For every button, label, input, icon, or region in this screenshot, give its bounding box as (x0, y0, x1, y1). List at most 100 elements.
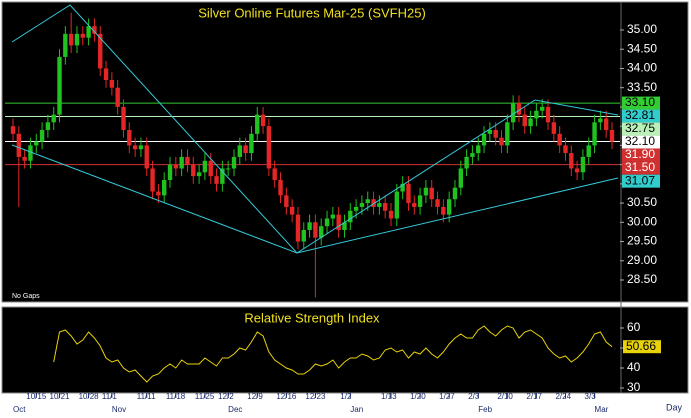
candle-body (487, 130, 493, 134)
candle-body (557, 133, 562, 146)
y-tick-label: 33.50 (627, 80, 657, 94)
candle-body (365, 199, 370, 204)
y-tick-label: 40 (627, 360, 641, 374)
candle-body (441, 206, 446, 215)
price-label: 31.50 (625, 160, 655, 174)
candle-body (493, 130, 498, 138)
candle-body (528, 118, 533, 127)
value-label: 50.66 (626, 339, 656, 353)
note: No Gaps (12, 293, 40, 300)
candle-body (80, 33, 85, 38)
candle-body (429, 187, 434, 200)
candle-body (28, 145, 33, 161)
candle-body (598, 118, 603, 123)
candle-body (255, 114, 260, 134)
month-label: Nov (112, 405, 126, 414)
month-label: Jan (350, 405, 363, 414)
candle-body (266, 126, 272, 169)
candle-body (603, 118, 609, 130)
price-label: 31.90 (625, 147, 655, 161)
candle-body (592, 122, 597, 146)
price-label: 31.07 (625, 173, 655, 187)
candle-body (45, 122, 51, 130)
x-tick-label: 11/11 (137, 392, 156, 401)
candle-body (324, 218, 330, 227)
candle-body (196, 172, 202, 177)
candle-body (481, 133, 487, 146)
candle-body (278, 180, 283, 196)
candle-body (307, 222, 312, 230)
candle-body (57, 56, 62, 115)
y-tick-label: 30 (627, 380, 641, 394)
candle-body (412, 203, 417, 207)
candle-body (545, 106, 551, 123)
candle-body (214, 176, 219, 184)
candle-body (534, 110, 539, 119)
candle-body (39, 130, 45, 142)
candle-body (34, 141, 39, 146)
candle-body (574, 168, 580, 173)
candle-body (406, 183, 411, 204)
candle-body (540, 106, 545, 111)
price-label-box (622, 96, 660, 110)
price-label: 32.10 (625, 134, 655, 148)
y-tick-label: 29.00 (627, 253, 657, 267)
month-label: Feb (478, 405, 492, 414)
candle-body (272, 168, 277, 180)
y-tick-label: 30.00 (627, 214, 657, 228)
rsi-line (53, 325, 613, 383)
candle-body (74, 33, 80, 46)
trendline (11, 144, 619, 254)
candle-body (103, 68, 109, 80)
candle-body (98, 33, 103, 69)
candle-body (284, 195, 289, 207)
candle-body (551, 122, 557, 134)
x-tick-label: 10/21 (50, 392, 71, 401)
price-panel (1, 1, 689, 303)
x-tick-label: 12/2 (218, 392, 234, 401)
candle-body (220, 168, 225, 184)
candle-body (516, 103, 522, 115)
y-tick-label: 60 (627, 320, 641, 334)
x-tick-label: 2/10 (497, 392, 513, 401)
candle-body (127, 130, 132, 146)
candle-body (377, 203, 382, 207)
price-label-box (622, 161, 660, 175)
candle-body (191, 164, 196, 177)
price-label-box (622, 122, 660, 136)
candle-body (458, 168, 463, 188)
candle-body (510, 103, 516, 123)
candle-body (313, 222, 318, 238)
candle-body (417, 195, 423, 207)
candle-body (121, 106, 126, 130)
candle-body (243, 145, 248, 154)
y-tick-label: 28.50 (627, 272, 657, 286)
candle-body (231, 156, 237, 169)
candle-body (319, 226, 324, 238)
candle-body (499, 137, 504, 146)
candle-body (179, 156, 184, 169)
price-label: 33.10 (625, 95, 655, 109)
candle-body (336, 214, 341, 230)
candle-body (348, 210, 353, 223)
candle-body (522, 114, 527, 127)
x-tick-label: 1/27 (439, 392, 455, 401)
value-label-box (623, 340, 661, 354)
candle-body (208, 160, 213, 177)
candle-body (115, 87, 120, 107)
candle-body (359, 203, 365, 207)
candle-body (452, 187, 458, 200)
trendlines (11, 4, 619, 254)
candle-body (68, 33, 74, 46)
candle-body (563, 145, 568, 154)
price-label-box (622, 109, 660, 123)
candle-body (156, 191, 161, 196)
candle-body (609, 130, 615, 142)
candle-body (10, 126, 16, 134)
candle-body (569, 153, 574, 169)
x-tick-label: 11/25 (195, 392, 215, 401)
chart-title: Silver Online Futures Mar-25 (SVFH25) (198, 5, 426, 20)
x-tick-label: 10/15 (26, 392, 47, 401)
x-tick-label: 11/1 (102, 392, 118, 401)
y-tick-label: 30.50 (627, 195, 657, 209)
